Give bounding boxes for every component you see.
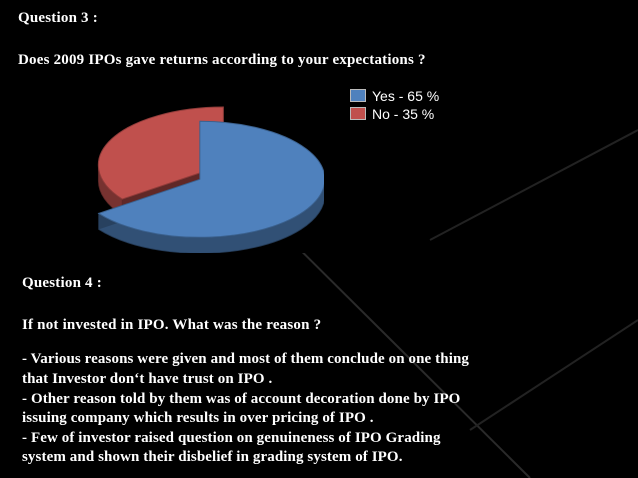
legend-label-no: No - 35 % xyxy=(372,106,435,122)
legend-item-no: No - 35 % xyxy=(350,106,434,122)
legend-label-yes: Yes - 65 % xyxy=(372,88,440,104)
legend-swatch-no xyxy=(350,107,366,120)
legend-swatch-yes xyxy=(350,89,366,102)
answer-line-3: - Other reason told by them was of accou… xyxy=(22,391,461,407)
question-3-text: Does 2009 IPOs gave returns according to… xyxy=(18,52,426,68)
pie-chart xyxy=(22,78,324,253)
legend-item-yes: Yes - 65 % xyxy=(350,88,439,104)
question-4-text: If not invested in IPO. What was the rea… xyxy=(22,317,322,333)
pie-slice-yes xyxy=(97,120,324,253)
question-3-title: Question 3 : xyxy=(18,10,98,26)
answer-line-2: that Investor don‘t have trust on IPO . xyxy=(22,371,273,387)
answer-line-1: - Various reasons were given and most of… xyxy=(22,351,470,367)
answer-line-4: issuing company which results in over pr… xyxy=(22,410,374,426)
answer-line-6: system and shown their disbelief in grad… xyxy=(22,449,403,465)
question-4-title: Question 4 : xyxy=(22,275,102,291)
answer-line-5: - Few of investor raised question on gen… xyxy=(22,430,441,446)
